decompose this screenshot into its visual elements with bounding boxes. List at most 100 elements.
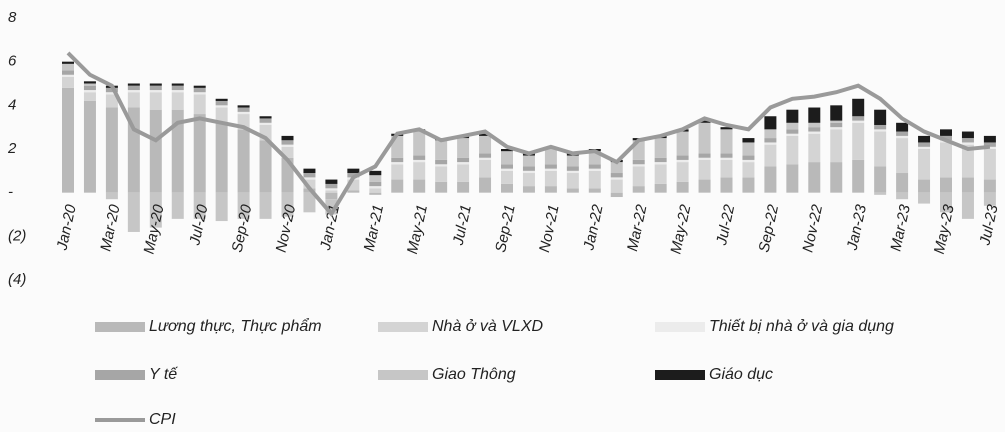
- bar-segment: [544, 149, 557, 165]
- bar-segment: [325, 183, 338, 189]
- x-tick-label: Nov-21: [536, 203, 563, 254]
- bar-segment: [632, 166, 645, 187]
- bar-segment: [808, 122, 821, 128]
- bar-segment: [940, 135, 952, 141]
- bar-segment: [303, 192, 316, 213]
- x-tick-label: May-23: [931, 202, 958, 255]
- bar-segment: [896, 131, 909, 136]
- bar-segment: [501, 183, 513, 193]
- x-tick-label: May-22: [667, 202, 694, 255]
- bar-segment: [940, 192, 952, 213]
- bar-segment: [918, 142, 931, 147]
- bar-segment: [281, 135, 294, 141]
- bar-segment: [259, 118, 272, 123]
- bar-segment: [193, 85, 206, 88]
- bar-segment: [961, 142, 974, 145]
- bar-segment: [281, 144, 294, 147]
- bar-segment: [632, 186, 645, 193]
- bar-segment: [259, 140, 272, 193]
- bar-segment: [874, 124, 887, 130]
- bar-segment: [830, 127, 843, 130]
- x-tick-label: Mar-21: [361, 203, 387, 253]
- bar-segment: [588, 170, 601, 189]
- bar-segment: [566, 170, 579, 174]
- bar-segment: [852, 120, 865, 123]
- bar-segment: [786, 164, 799, 193]
- bar-segment: [720, 159, 733, 178]
- bar-segment: [588, 188, 601, 193]
- bar-segment: [237, 192, 250, 219]
- legend-label: Lương thực, Thực phẩm: [149, 317, 322, 335]
- bar-segment: [435, 181, 448, 193]
- bar-segment: [435, 140, 448, 160]
- bar-segment: [566, 155, 579, 167]
- bar-segment: [654, 157, 667, 163]
- x-tick-label: Jan-23: [844, 202, 871, 252]
- bar-segment: [918, 192, 931, 204]
- bar-segment: [566, 188, 579, 193]
- x-tick-label: Jul-22: [713, 202, 738, 247]
- bar-segment: [457, 162, 470, 165]
- x-tick-label: Nov-22: [799, 202, 826, 253]
- bar-segment: [237, 105, 250, 108]
- bar-segment: [259, 116, 272, 119]
- bar-segment: [149, 83, 162, 86]
- bar-segment: [413, 131, 426, 156]
- bar-segment: [676, 131, 689, 156]
- bar-segment: [786, 133, 799, 136]
- bar-segment: [62, 61, 74, 64]
- bar-segment: [105, 107, 118, 193]
- bar-segment: [237, 111, 250, 115]
- bar-segment: [369, 175, 382, 182]
- bar-segment: [479, 133, 492, 136]
- x-tick-label: May-20: [141, 202, 168, 255]
- bar-segment: [369, 188, 382, 193]
- bar-segment: [742, 138, 755, 143]
- bar-segment: [347, 190, 360, 193]
- bar-segment: [83, 85, 96, 91]
- bar-segment: [127, 85, 140, 91]
- bar-segment: [369, 186, 382, 189]
- bar-segment: [961, 131, 974, 139]
- bar-segment: [457, 181, 470, 193]
- bar-segment: [961, 177, 974, 193]
- bar-segment: [720, 157, 733, 160]
- bar-segment: [62, 76, 74, 88]
- bar-segment: [698, 159, 711, 180]
- bar-segment: [193, 94, 206, 115]
- legend-label: CPI: [149, 411, 176, 428]
- bar-segment: [610, 162, 623, 174]
- bar-segment: [215, 105, 228, 108]
- bar-segment: [479, 177, 492, 193]
- bar-segment: [808, 127, 821, 132]
- x-tick-label: Nov-20: [273, 202, 300, 253]
- x-tick-label: Jul-23: [976, 202, 1001, 247]
- bar-segment: [479, 135, 492, 154]
- bar-segment: [325, 179, 338, 184]
- bar-segment: [852, 122, 865, 160]
- bar-segment: [808, 131, 821, 134]
- bar-segment: [259, 122, 272, 125]
- legend-swatch: [655, 322, 705, 332]
- bar-segment: [896, 135, 909, 139]
- bar-segment: [742, 177, 755, 193]
- bar-segment: [149, 109, 162, 193]
- bar-segment: [720, 129, 733, 154]
- bar-segment: [874, 192, 887, 195]
- bar-segment: [325, 192, 338, 200]
- y-tick-label: (2): [8, 227, 26, 244]
- bar-segment: [369, 170, 382, 176]
- bar-segment: [742, 155, 755, 160]
- bar-segment: [764, 142, 777, 145]
- bar-segment: [786, 129, 799, 134]
- bar-segment: [896, 122, 909, 132]
- x-tick-label: Mar-20: [97, 202, 124, 252]
- bar-segment: [105, 192, 118, 200]
- bar-segment: [610, 179, 623, 193]
- bar-segment: [610, 192, 623, 198]
- legend-label: Y tế: [149, 366, 178, 383]
- bar-segment: [896, 138, 909, 174]
- bar-segment: [610, 177, 623, 180]
- bar-segment: [610, 173, 623, 178]
- bar-segment: [544, 164, 557, 169]
